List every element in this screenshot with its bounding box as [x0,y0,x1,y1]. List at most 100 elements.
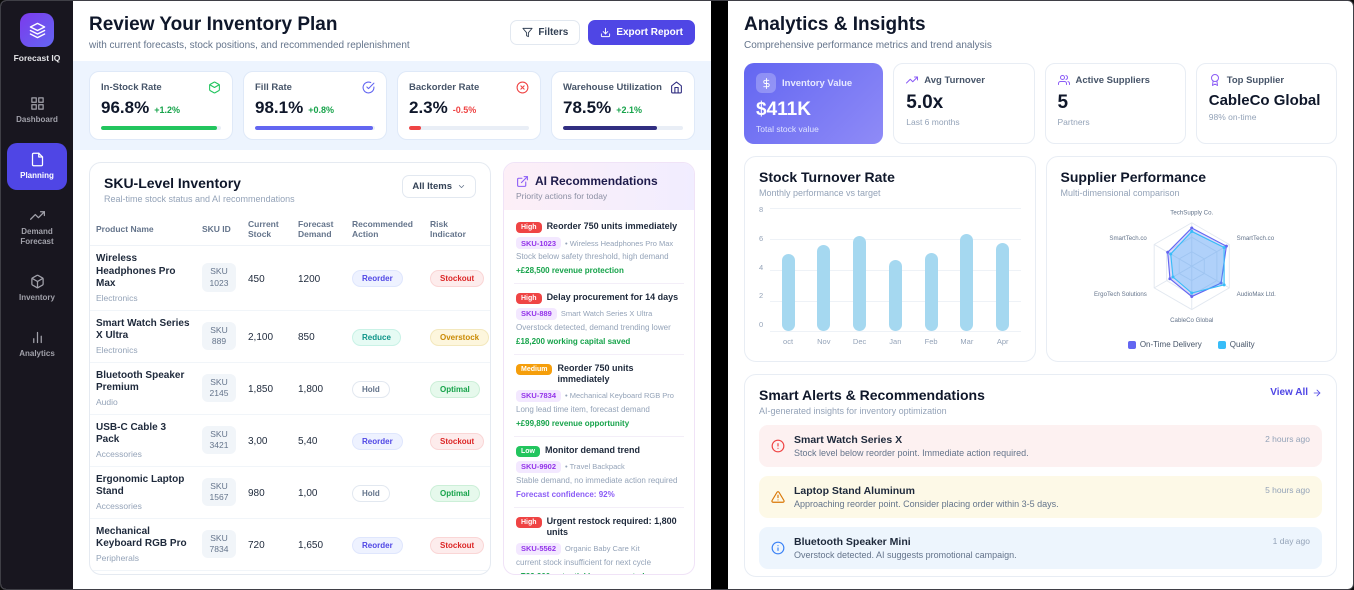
download-icon [601,27,611,38]
table-row[interactable]: Wireless Headphones Pro Max Electronics S… [90,245,490,311]
alert-triangle-icon [771,491,785,503]
share-icon [517,175,528,187]
sidebar-item-label: Demand Forecast [20,227,54,246]
column-header: Recommended Action [346,213,424,246]
radar-svg: TechSupply Co. SmartTech.co AudioMax Ltd. C… [1094,209,1276,324]
kpi-progress-fill [563,126,657,130]
ai-recommendation-list: High Reorder 750 units immediately SKU-10… [504,210,694,574]
view-all-link[interactable]: View All [1270,387,1322,398]
kpi-sub: 98% on-time [1208,112,1257,122]
action-pill[interactable]: Hold [352,484,390,502]
action-pill[interactable]: Reorder [352,536,403,554]
export-report-button[interactable]: Export Report [588,20,695,45]
kpi-label: Top Supplier [1226,74,1285,86]
priority-badge: High [516,222,542,233]
sidebar-item-demand-forecast[interactable]: Demand Forecast [7,199,67,256]
alert-timestamp: 5 hours ago [1265,485,1310,495]
filters-button[interactable]: Filters [510,20,581,45]
priority-badge: High [516,292,542,304]
kpi-sub: Total stock value [756,124,819,134]
supplier-performance-chart-card: Supplier Performance Multi-dimensional c… [1045,156,1337,362]
kpi-sub: Partners [1057,117,1090,127]
table-row[interactable]: Bluetooth Speaker Premium Audio SKU 2145 … [90,362,490,415]
legend-swatch [1217,340,1226,349]
column-header: SKU ID [196,213,242,246]
alert-row[interactable]: Laptop Stand Aluminum Approaching reorde… [759,476,1322,518]
sku-pill: SKU-7834 [516,389,562,402]
alert-row[interactable]: Smart Watch Series X Stock level below r… [759,425,1322,467]
priority-badge: Medium [516,363,553,375]
action-pill[interactable]: Reorder [352,432,403,450]
product-name: Wireless Headphones Pro Max [96,253,176,289]
ai-product: Smart Watch Series X Ultra [560,309,653,319]
view-all-label: View All [1270,387,1308,398]
kpi-label: Avg Turnover [924,74,985,86]
table-title: SKU-Level Inventory [104,175,241,191]
column-header: Product Name [90,213,196,246]
action-pill[interactable]: Hold [352,380,390,398]
sidebar-item-planning[interactable]: Planning [7,143,67,190]
kpi-progress-track [563,126,683,130]
table-row[interactable]: Smart Watch Series X Ultra Electronics SK… [90,310,490,363]
y-tick-label: 8 [759,205,764,214]
analytics-kpi-row: Inventory Value $411K Total stock value … [744,63,1337,144]
priority-badge: High [516,516,542,528]
ai-recommendation[interactable]: Low Monitor demand trend SKU-9902 • Travel… [514,437,684,508]
current-stock: 720 [248,540,265,551]
analytics-subtitle: Comprehensive performance metrics and tr… [744,40,992,51]
product-name: USB-C Cable 3 Pack [96,421,167,446]
table-row[interactable]: USB-C Cable 3 Pack Accessories SKU 3421 3… [90,414,490,467]
table-row[interactable]: Mechanical Keyboard RGB Pro Peripherals S… [90,518,490,571]
sidebar-item-dashboard[interactable]: Dashboard [7,87,67,134]
bar-column [842,208,878,331]
ai-detail: Stock below safety threshold, high deman… [516,252,669,261]
ai-recommendation[interactable]: Medium Reorder 750 units immediately SKU-… [514,355,684,437]
inventory-plan-window: Forecast IQ Dashboard Planning Demand Fo… [1,1,711,589]
kpi-card-backorder-rate: Backorder Rate 2.3% -0.5% [397,71,541,140]
ai-impact: +£28,500 revenue protection [516,265,624,275]
page-subtitle: with current forecasts, stock positions,… [89,40,410,51]
svg-text:SmartTech.co: SmartTech.co [1109,235,1147,242]
ai-recommendation[interactable]: High Urgent restock required: 1,800 units… [514,508,684,574]
x-tick-label: Feb [924,337,938,346]
ai-recommendation[interactable]: High Reorder 750 units immediately SKU-10… [514,213,684,284]
sidebar-item-inventory[interactable]: Inventory [7,265,67,312]
kpi-label: Backorder Rate [409,82,480,93]
brand: Forecast IQ [14,13,60,63]
alert-title: Bluetooth Speaker Mini [794,536,911,548]
alert-detail: Approaching reorder point. Consider plac… [794,499,1059,509]
kpi-label: Inventory Value [782,77,853,89]
y-tick-label: 2 [759,291,764,301]
alerts-title: Smart Alerts & Recommendations [759,387,985,403]
kpi-value: 2.3% [409,98,448,117]
all-items-dropdown[interactable]: All Items [402,175,476,198]
risk-badge: Overstock [430,328,490,346]
ai-recommendation[interactable]: High Delay procurement for 14 days SKU-88… [514,284,684,355]
kpi-label: Warehouse Utilization [563,82,662,93]
kpi-sub: Last 6 months [906,117,960,127]
sidebar-item-analytics[interactable]: Analytics [7,321,67,368]
table-row[interactable]: Phone Case Premium LeatherAccessories SK… [90,570,490,574]
svg-text:SmartTech.co: SmartTech.co [1236,235,1274,242]
page-title: Review Your Inventory Plan [89,14,338,35]
content-row: SKU-Level Inventory Real-time stock stat… [73,150,711,589]
action-pill[interactable]: Reduce [352,328,401,346]
alert-row[interactable]: Bluetooth Speaker Mini Overstock detecte… [759,527,1322,569]
kpi-value: 78.5% [563,98,612,117]
ai-recommendations-panel: AI Recommendations Priority actions for … [503,162,695,575]
sku-id-chip: SKU 2145 [202,373,236,403]
table-row[interactable]: Ergonomic Laptop Stand Accessories SKU 15… [90,466,490,519]
export-button-label: Export Report [616,27,683,38]
trending-up-icon [29,211,45,220]
alerts-subtitle: AI-generated insights for inventory opti… [759,406,947,416]
ai-recommendation-title: Reorder 750 units immediately [557,362,634,385]
ai-impact: £18,200 working capital saved [516,336,631,346]
package-icon [209,81,220,94]
chevron-down-icon [458,185,465,188]
turnover-bar [924,252,938,331]
action-pill[interactable]: Reorder [352,270,403,288]
bar-column [913,208,949,331]
analytics-title: Analytics & Insights [744,14,926,35]
box-icon [30,274,44,289]
